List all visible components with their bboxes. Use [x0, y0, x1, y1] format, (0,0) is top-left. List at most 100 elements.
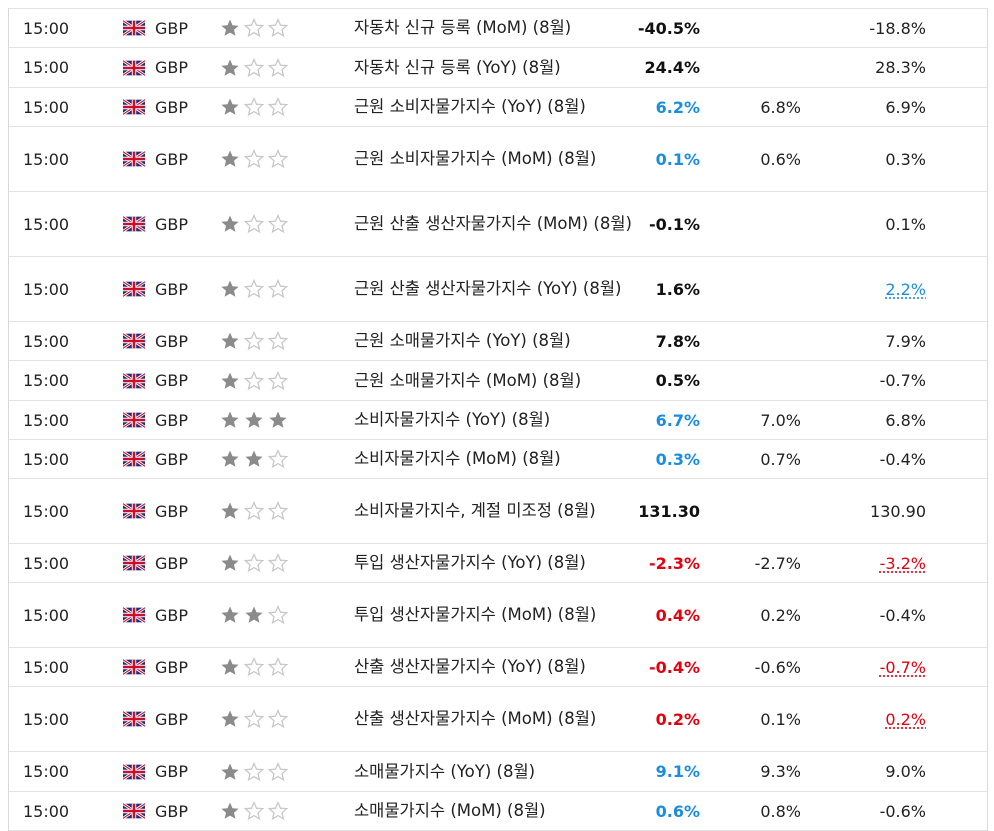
currency-cell: GBP [123, 792, 188, 830]
importance-stars [220, 401, 292, 439]
forecast-value: -2.7% [709, 544, 801, 582]
table-row[interactable]: 15:00 GBP 소비자물가지수 (YoY) (8월) 6.7% 7.0% 6… [9, 401, 987, 440]
event-time: 15:00 [23, 192, 69, 256]
table-row[interactable]: 15:00 GBP 근원 소매물가지수 (YoY) (8월) 7.8% 7.9% [9, 322, 987, 361]
star-empty-icon [244, 762, 264, 782]
previous-value: -0.4% [809, 440, 926, 478]
star-empty-icon [268, 801, 288, 821]
star-filled-icon [220, 371, 240, 391]
currency-cell: GBP [123, 479, 188, 543]
actual-value: 24.4% [629, 48, 700, 87]
forecast-value: 7.0% [709, 401, 801, 439]
forecast-value [709, 257, 801, 321]
star-filled-icon [220, 149, 240, 169]
currency-code: GBP [155, 98, 188, 117]
currency-cell: GBP [123, 257, 188, 321]
event-time: 15:00 [23, 9, 69, 47]
event-time: 15:00 [23, 48, 69, 87]
importance-stars [220, 752, 292, 791]
star-filled-icon [268, 410, 288, 430]
table-row[interactable]: 15:00 GBP 자동차 신규 등록 (YoY) (8월) 24.4% 28.… [9, 48, 987, 88]
uk-flag-icon [123, 607, 145, 623]
currency-code: GBP [155, 554, 188, 573]
event-name[interactable]: 산출 생산자물가지수 (MoM) (8월) [354, 687, 632, 751]
importance-stars [220, 440, 292, 478]
currency-cell: GBP [123, 192, 188, 256]
previous-value: -0.4% [809, 583, 926, 647]
event-name[interactable]: 소매물가지수 (MoM) (8월) [354, 792, 632, 830]
star-filled-icon [244, 605, 264, 625]
event-name[interactable]: 근원 소비자물가지수 (YoY) (8월) [354, 88, 632, 126]
star-empty-icon [268, 371, 288, 391]
table-row[interactable]: 15:00 GBP 소매물가지수 (MoM) (8월) 0.6% 0.8% -0… [9, 792, 987, 831]
importance-stars [220, 127, 292, 191]
event-time: 15:00 [23, 687, 69, 751]
star-filled-icon [220, 97, 240, 117]
table-row[interactable]: 15:00 GBP 자동차 신규 등록 (MoM) (8월) -40.5% -1… [9, 8, 987, 48]
star-filled-icon [220, 410, 240, 430]
event-name[interactable]: 근원 산출 생산자물가지수 (MoM) (8월) [354, 192, 632, 256]
actual-value: -0.4% [629, 648, 700, 686]
previous-value: -3.2% [809, 544, 926, 582]
event-name[interactable]: 소비자물가지수 (MoM) (8월) [354, 440, 632, 478]
event-name[interactable]: 근원 소매물가지수 (YoY) (8월) [354, 322, 632, 360]
star-filled-icon [220, 279, 240, 299]
star-filled-icon [220, 553, 240, 573]
event-name[interactable]: 소비자물가지수 (YoY) (8월) [354, 401, 632, 439]
uk-flag-icon [123, 803, 145, 819]
star-empty-icon [244, 279, 264, 299]
table-row[interactable]: 15:00 GBP 산출 생산자물가지수 (YoY) (8월) -0.4% -0… [9, 648, 987, 687]
table-row[interactable]: 15:00 GBP 근원 산출 생산자물가지수 (YoY) (8월) 1.6% … [9, 257, 987, 322]
event-name[interactable]: 투입 생산자물가지수 (MoM) (8월) [354, 583, 632, 647]
currency-cell: GBP [123, 88, 188, 126]
uk-flag-icon [123, 281, 145, 297]
currency-code: GBP [155, 606, 188, 625]
table-row[interactable]: 15:00 GBP 소매물가지수 (YoY) (8월) 9.1% 9.3% 9.… [9, 752, 987, 792]
event-name[interactable]: 근원 소비자물가지수 (MoM) (8월) [354, 127, 632, 191]
table-row[interactable]: 15:00 GBP 산출 생산자물가지수 (MoM) (8월) 0.2% 0.1… [9, 687, 987, 752]
star-empty-icon [268, 605, 288, 625]
previous-value: 2.2% [809, 257, 926, 321]
event-name[interactable]: 소비자물가지수, 계절 미조정 (8월) [354, 479, 632, 543]
table-row[interactable]: 15:00 GBP 소비자물가지수, 계절 미조정 (8월) 131.30 13… [9, 479, 987, 544]
table-row[interactable]: 15:00 GBP 근원 소비자물가지수 (MoM) (8월) 0.1% 0.6… [9, 127, 987, 192]
currency-code: GBP [155, 150, 188, 169]
event-name[interactable]: 산출 생산자물가지수 (YoY) (8월) [354, 648, 632, 686]
star-filled-icon [220, 762, 240, 782]
forecast-value: -0.6% [709, 648, 801, 686]
table-row[interactable]: 15:00 GBP 근원 소매물가지수 (MoM) (8월) 0.5% -0.7… [9, 361, 987, 401]
table-row[interactable]: 15:00 GBP 근원 산출 생산자물가지수 (MoM) (8월) -0.1%… [9, 192, 987, 257]
economic-calendar-table: 15:00 GBP 자동차 신규 등록 (MoM) (8월) -40.5% -1… [8, 8, 988, 831]
star-filled-icon [220, 801, 240, 821]
currency-code: GBP [155, 502, 188, 521]
star-empty-icon [268, 18, 288, 38]
currency-code: GBP [155, 280, 188, 299]
table-row[interactable]: 15:00 GBP 근원 소비자물가지수 (YoY) (8월) 6.2% 6.8… [9, 88, 987, 127]
currency-code: GBP [155, 411, 188, 430]
star-empty-icon [268, 149, 288, 169]
table-row[interactable]: 15:00 GBP 투입 생산자물가지수 (YoY) (8월) -2.3% -2… [9, 544, 987, 583]
event-name[interactable]: 소매물가지수 (YoY) (8월) [354, 752, 632, 791]
forecast-value: 0.2% [709, 583, 801, 647]
actual-value: 0.5% [629, 361, 700, 400]
star-empty-icon [244, 18, 264, 38]
event-time: 15:00 [23, 752, 69, 791]
uk-flag-icon [123, 99, 145, 115]
event-name[interactable]: 근원 소매물가지수 (MoM) (8월) [354, 361, 632, 400]
actual-value: -40.5% [629, 9, 700, 47]
event-time: 15:00 [23, 544, 69, 582]
event-name[interactable]: 자동차 신규 등록 (YoY) (8월) [354, 48, 632, 87]
importance-stars [220, 583, 292, 647]
event-name[interactable]: 근원 산출 생산자물가지수 (YoY) (8월) [354, 257, 632, 321]
event-name[interactable]: 투입 생산자물가지수 (YoY) (8월) [354, 544, 632, 582]
event-name[interactable]: 자동차 신규 등록 (MoM) (8월) [354, 9, 632, 47]
previous-value: 28.3% [809, 48, 926, 87]
uk-flag-icon [123, 216, 145, 232]
uk-flag-icon [123, 333, 145, 349]
table-row[interactable]: 15:00 GBP 소비자물가지수 (MoM) (8월) 0.3% 0.7% -… [9, 440, 987, 479]
importance-stars [220, 544, 292, 582]
table-row[interactable]: 15:00 GBP 투입 생산자물가지수 (MoM) (8월) 0.4% 0.2… [9, 583, 987, 648]
actual-value: 9.1% [629, 752, 700, 791]
event-time: 15:00 [23, 440, 69, 478]
currency-code: GBP [155, 19, 188, 38]
